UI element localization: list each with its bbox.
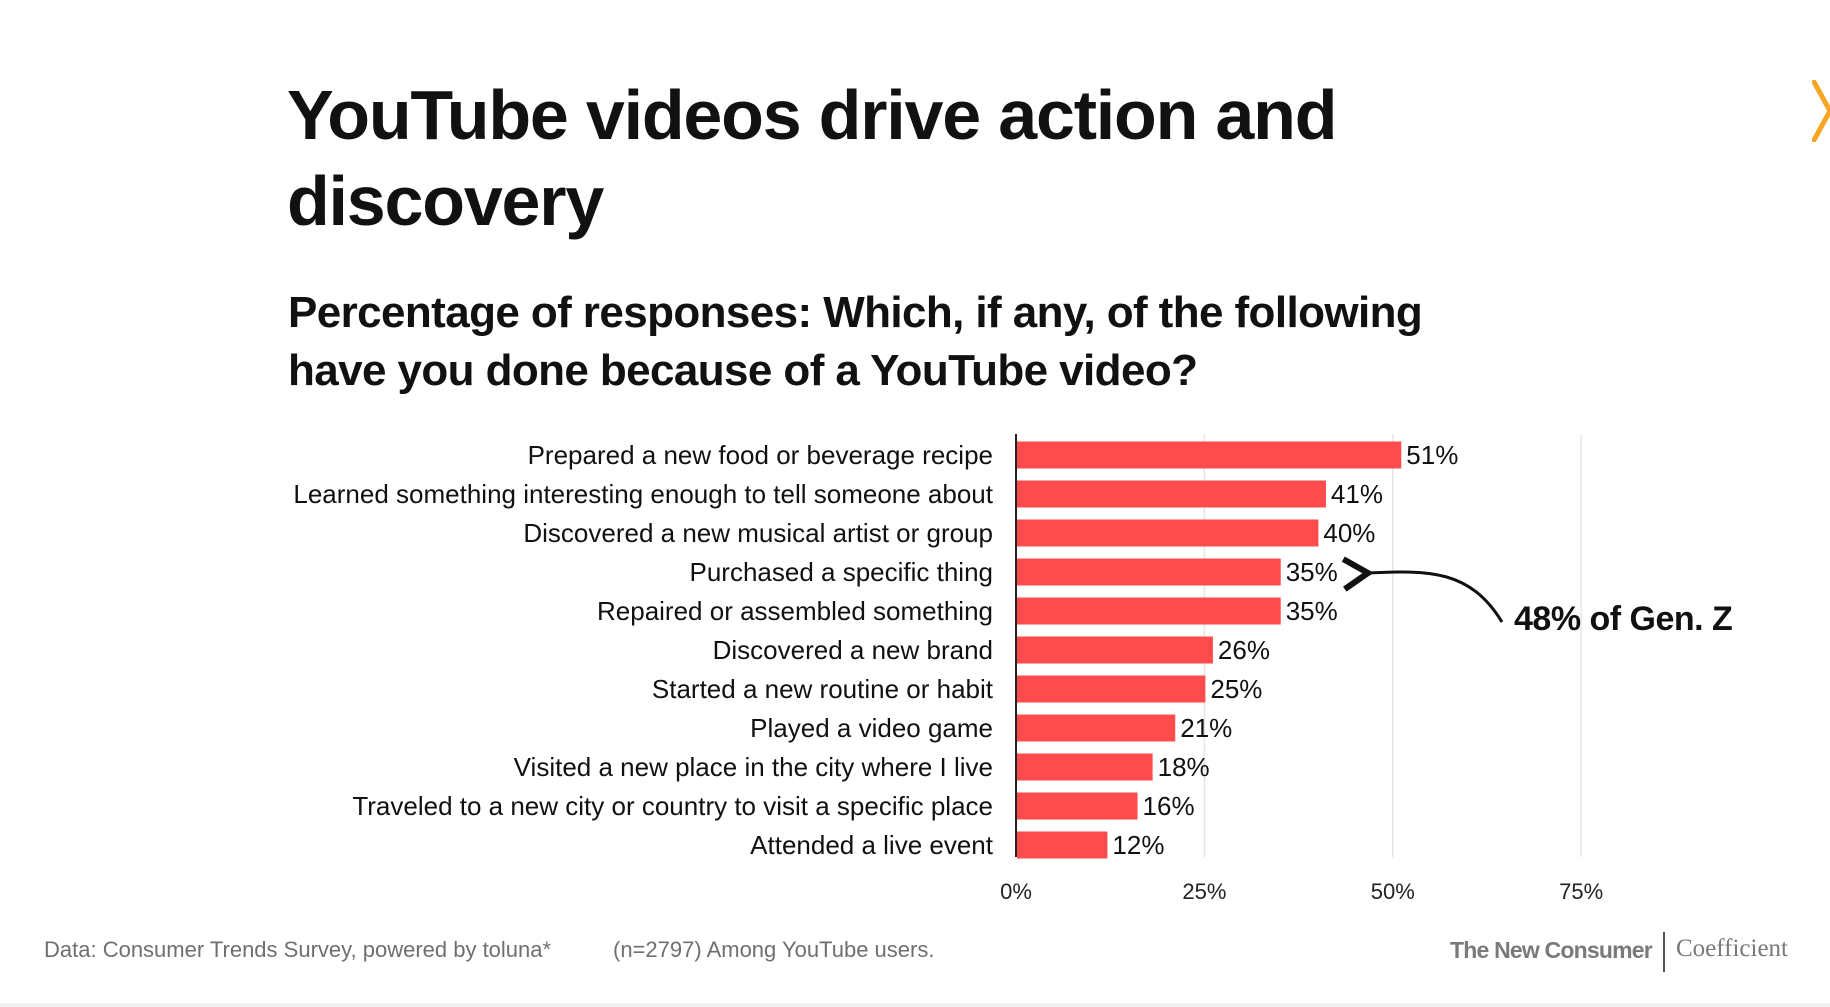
category-label: Visited a new place in the city where I … bbox=[514, 752, 993, 782]
chevron-right-icon[interactable] bbox=[1811, 79, 1830, 147]
data-label: 26% bbox=[1218, 635, 1270, 665]
category-label: Learned something interesting enough to … bbox=[293, 479, 993, 509]
bar bbox=[1017, 636, 1213, 664]
data-label: 25% bbox=[1210, 674, 1262, 704]
data-label: 21% bbox=[1180, 713, 1232, 743]
brand-the-new-consumer: The New Consumer bbox=[1450, 937, 1653, 963]
chart-bars bbox=[1017, 441, 1402, 859]
bar bbox=[1017, 714, 1176, 742]
category-label: Attended a live event bbox=[750, 830, 994, 860]
chart-subtitle: Percentage of responses: Which, if any, … bbox=[288, 288, 1423, 395]
bar bbox=[1017, 831, 1108, 859]
bottom-rule bbox=[0, 1003, 1830, 1007]
data-label: 35% bbox=[1286, 596, 1338, 626]
category-label: Traveled to a new city or country to vis… bbox=[352, 791, 993, 821]
data-label: 40% bbox=[1323, 518, 1375, 548]
bar bbox=[1017, 792, 1138, 820]
category-label: Played a video game bbox=[750, 713, 993, 743]
annotation-arrow bbox=[1341, 556, 1504, 623]
data-label: 41% bbox=[1331, 479, 1383, 509]
data-label: 16% bbox=[1143, 791, 1195, 821]
data-label: 51% bbox=[1406, 440, 1458, 470]
brand-coefficient: Coefficient bbox=[1676, 935, 1788, 962]
data-label: 12% bbox=[1112, 830, 1164, 860]
bar bbox=[1017, 480, 1326, 508]
sample-size-note: (n=2797) Among YouTube users. bbox=[613, 937, 935, 962]
x-tick-label: 0% bbox=[1000, 879, 1032, 904]
brand-divider bbox=[1663, 932, 1665, 972]
chart-x-axis: 0% 25% 50% 75% bbox=[1000, 879, 1603, 904]
bar bbox=[1017, 597, 1281, 625]
x-tick-label: 75% bbox=[1559, 879, 1603, 904]
bar bbox=[1017, 753, 1153, 781]
bar bbox=[1017, 675, 1206, 703]
bar bbox=[1017, 558, 1281, 586]
chart-value-labels: 51% 41% 40% 35% 35% 26% 25% 21% 18% 16% 12% bbox=[1112, 440, 1458, 860]
x-tick-label: 50% bbox=[1371, 879, 1415, 904]
category-label: Discovered a new brand bbox=[713, 635, 993, 665]
annotation-gen-z: 48% of Gen. Z bbox=[1514, 600, 1733, 638]
category-label: Discovered a new musical artist or group bbox=[523, 518, 993, 548]
category-label: Purchased a specific thing bbox=[689, 557, 993, 587]
data-label: 18% bbox=[1158, 752, 1210, 782]
category-label: Started a new routine or habit bbox=[652, 674, 994, 704]
data-source-note: Data: Consumer Trends Survey, powered by… bbox=[44, 937, 552, 962]
category-label: Repaired or assembled something bbox=[597, 596, 993, 626]
page-title: YouTube videos drive action and discover… bbox=[287, 76, 1337, 240]
data-label: 35% bbox=[1286, 557, 1338, 587]
x-tick-label: 25% bbox=[1182, 879, 1226, 904]
chart-category-labels: Prepared a new food or beverage recipe Le… bbox=[293, 440, 993, 860]
bar bbox=[1017, 441, 1402, 469]
category-label: Prepared a new food or beverage recipe bbox=[528, 440, 993, 470]
bar bbox=[1017, 519, 1319, 547]
